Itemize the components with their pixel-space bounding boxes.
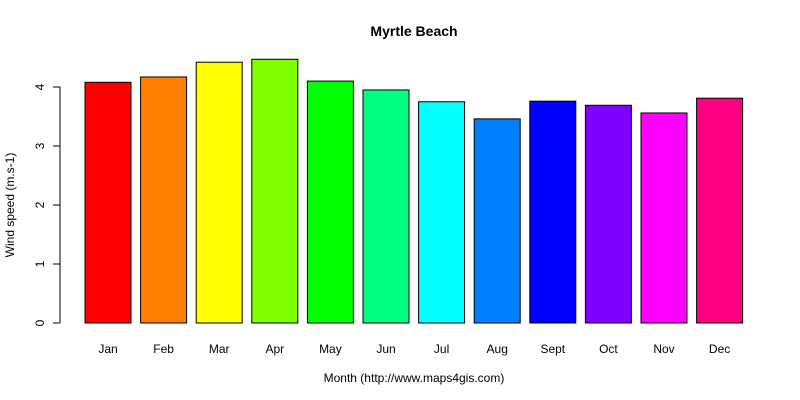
x-tick-label: Jan (98, 342, 117, 356)
x-tick-label: Feb (153, 342, 174, 356)
x-tick-label: Dec (709, 342, 730, 356)
x-tick-label: Mar (209, 342, 230, 356)
x-tick-label: Aug (487, 342, 508, 356)
y-axis-label: Wind speed (m.s-1) (3, 153, 17, 258)
x-axis-label: Month (http://www.maps4gis.com) (324, 371, 505, 385)
bar (84, 81, 132, 324)
bar (640, 112, 688, 324)
x-tick-label: Jul (434, 342, 449, 356)
y-tick-label: 1 (33, 260, 47, 267)
y-tick-label: 4 (33, 83, 47, 90)
bar (418, 101, 466, 324)
bar (195, 61, 243, 324)
x-tick-label: Sept (540, 342, 565, 356)
bar (696, 97, 744, 324)
x-tick-label: Jun (376, 342, 395, 356)
y-tick-label: 0 (33, 319, 47, 326)
bar (529, 100, 577, 324)
x-tick-label: May (319, 342, 342, 356)
bar (584, 104, 632, 324)
chart-title: Myrtle Beach (370, 23, 457, 39)
y-tick-label: 3 (33, 142, 47, 149)
bar (306, 80, 354, 324)
x-tick-label: Oct (599, 342, 618, 356)
bar (473, 118, 521, 324)
y-tick-label: 2 (33, 201, 47, 208)
x-tick-label: Apr (265, 342, 284, 356)
x-tick-label: Nov (653, 342, 674, 356)
bar (140, 76, 188, 324)
bar (362, 89, 410, 324)
bar (251, 58, 299, 324)
